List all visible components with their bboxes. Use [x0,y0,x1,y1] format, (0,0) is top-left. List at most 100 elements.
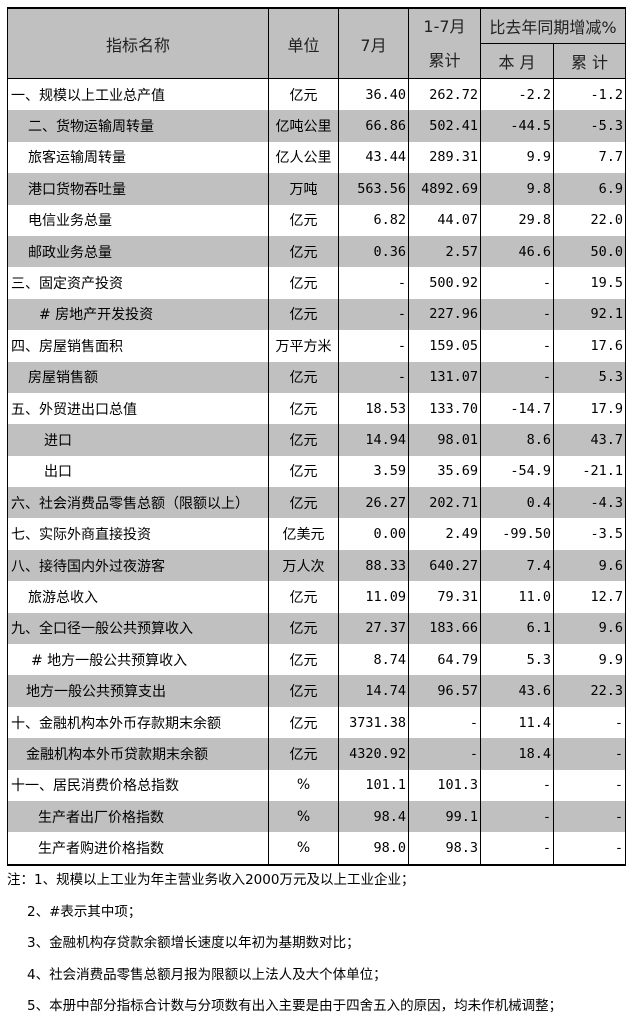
indicator-name: 七、实际外商直接投资 [7,518,269,550]
cumulative-value: 101.3 [408,769,481,801]
indicator-name: 电信业务总量 [7,204,269,236]
month-value: 88.33 [338,549,409,582]
header-cumulative: 1-7月 累计 [408,7,481,79]
table-row: 十、金融机构本外币存款期末余额 亿元 3731.38-11.4- [7,706,626,739]
yoy-month-value: - [480,330,554,362]
yoy-cumulative-value: - [553,800,626,833]
unit: 亿元 [268,487,339,519]
cumulative-value: 289.31 [408,141,481,174]
month-value: 563.56 [338,173,409,205]
unit: 亿元 [268,204,339,236]
unit: 亿美元 [268,518,339,550]
unit: 亿元 [268,644,339,676]
table-row: # 房地产开发投资 亿元 -227.96-92.1 [7,298,626,331]
yoy-month-value: -99.50 [480,518,554,550]
yoy-month-value: 46.6 [480,235,554,268]
header-indicator-name: 指标名称 [7,7,269,79]
table-row: 金融机构本外币贷款期末余额 亿元 4320.92-18.4- [7,738,626,770]
note-line: 5、本册中部分指标合计数与分项数有出入主要是由于四舍五入的原因，均未作机械调整； [27,998,563,1015]
month-value: 3.59 [338,455,409,488]
table-row: 房屋销售额 亿元 -131.07-5.3 [7,361,626,393]
header-yoy: 比去年同期增减% [480,7,626,44]
cumulative-value: 2.49 [408,518,481,550]
yoy-cumulative-value: -5.3 [553,110,626,142]
month-value: 66.86 [338,110,409,142]
indicator-name: 五、外贸进出口总值 [7,392,269,425]
yoy-cumulative-value: -21.1 [553,455,626,488]
indicator-name: 进口 [7,424,269,456]
table-row: 八、接待国内外过夜游客 万人次 88.33 640.27 7.4 9.6 [7,549,626,582]
month-value: 18.53 [338,392,409,425]
indicator-name: # 地方一般公共预算收入 [7,644,269,676]
cumulative-value: 98.3 [408,832,481,865]
table-body: 一、规模以上工业总产值 亿元 36.40 262.72 -2.2 -1.2 二、货物运输周转… [7,78,626,865]
header-cumulative-top: 1-7月 [423,16,466,36]
month-value: 14.74 [338,675,409,707]
yoy-cumulative-value: 17.6 [553,330,626,362]
unit: 亿元 [268,78,339,111]
cumulative-value: 262.72 [408,78,481,111]
indicator-name: 三、固定资产投资 [7,267,269,299]
yoy-cumulative-value: 9.6 [553,612,626,645]
month-value: 26.27 [338,487,409,519]
month-value: 11.09 [338,581,409,613]
note-line: 4、社会消费品零售总额月报为限额以上法人及大个体单位； [27,966,387,983]
table-row: 进口 亿元 14.94 98.01 8.6 43.7 [7,424,626,456]
unit: % [268,832,339,865]
yoy-cumulative-value: 9.9 [553,644,626,676]
yoy-month-value: 11.4 [480,706,554,739]
cumulative-value: 159.05 [408,330,481,362]
yoy-month-value: -44.5 [480,110,554,142]
month-value: 0.36 [338,235,409,268]
note-line: 注：1、规模以上工业为年主营业务收入2000万元及以上工业企业； [7,872,415,888]
month-value: 98.4 [338,800,409,833]
table-row: # 地方一般公共预算收入 亿元 8.74 64.79 5.3 9.9 [7,644,626,676]
table-row: 一、规模以上工业总产值 亿元 36.40 262.72 -2.2 -1.2 [7,78,626,111]
header-yoy-cumulative: 累 计 [553,43,626,79]
unit: 亿元 [268,298,339,331]
yoy-cumulative-value: - [553,769,626,801]
cumulative-value: 202.71 [408,487,481,519]
month-value: - [338,267,409,299]
indicator-name: 地方一般公共预算支出 [7,675,269,707]
month-value: 27.37 [338,612,409,645]
header-month: 7月 [338,7,409,79]
yoy-month-value: 5.3 [480,644,554,676]
cumulative-value: 96.57 [408,675,481,707]
yoy-cumulative-value: 12.7 [553,581,626,613]
unit: 万平方米 [268,330,339,362]
yoy-cumulative-value: 17.9 [553,392,626,425]
unit: 亿元 [268,675,339,707]
yoy-month-value: 29.8 [480,204,554,236]
indicator-name: 十、金融机构本外币存款期末余额 [7,706,269,739]
unit: % [268,800,339,833]
yoy-cumulative-value: 6.9 [553,173,626,205]
yoy-month-value: - [480,832,554,865]
yoy-month-value: 43.6 [480,675,554,707]
indicator-name: 九、全口径一般公共预算收入 [7,612,269,645]
yoy-month-value: 6.1 [480,612,554,645]
yoy-cumulative-value: 7.7 [553,141,626,174]
unit: 亿元 [268,706,339,739]
yoy-cumulative-value: 19.5 [553,267,626,299]
yoy-cumulative-value: -4.3 [553,487,626,519]
cumulative-value: 79.31 [408,581,481,613]
unit: 万人次 [268,549,339,582]
cumulative-value: 133.70 [408,392,481,425]
yoy-cumulative-value: 43.7 [553,424,626,456]
yoy-month-value: - [480,267,554,299]
indicator-name: 出口 [7,455,269,488]
yoy-month-value: 7.4 [480,549,554,582]
table-row: 二、货物运输周转量 亿吨公里 66.86 502.41 -44.5 -5.3 [7,110,626,142]
cumulative-value: 44.07 [408,204,481,236]
month-value: - [338,298,409,331]
note-line: 3、金融机构存贷款余额增长速度以年初为基期数对比； [27,935,360,952]
yoy-month-value: 18.4 [480,738,554,770]
header-unit: 单位 [268,7,339,79]
indicator-name: 六、社会消费品零售总额（限额以上） [7,487,269,519]
yoy-month-value: -14.7 [480,392,554,425]
unit: 亿元 [268,581,339,613]
month-value: 8.74 [338,644,409,676]
indicator-name: 生产者出厂价格指数 [7,800,269,833]
table-row: 九、全口径一般公共预算收入 亿元 27.37 183.66 6.1 9.6 [7,612,626,645]
